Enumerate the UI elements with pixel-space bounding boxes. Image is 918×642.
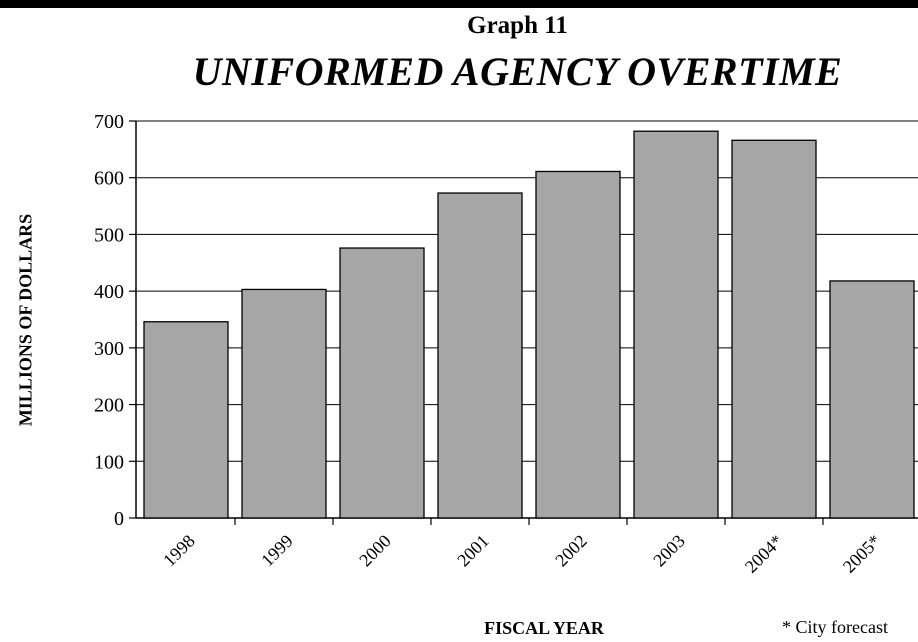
x-tick-label: 2000 [355, 531, 395, 571]
y-tick-label: 700 [94, 111, 124, 133]
x-tick-label: 2005* [839, 531, 885, 577]
x-tick-label: 2004* [741, 531, 787, 577]
y-tick-label: 100 [94, 451, 124, 473]
x-tick-label: 2002 [551, 531, 591, 571]
bar [241, 288, 327, 519]
bar [535, 170, 621, 519]
bar [731, 139, 817, 519]
x-tick-label: 2001 [453, 531, 493, 571]
y-tick-label: 200 [94, 395, 124, 417]
footnote: * City forecast [782, 617, 888, 637]
chart-title: Graph 11 [467, 12, 568, 39]
top-rule [0, 0, 918, 8]
bar [633, 130, 719, 519]
y-tick-label: 300 [94, 338, 124, 360]
x-axis-label: FISCAL YEAR [484, 618, 604, 638]
y-tick-label: 600 [94, 168, 124, 190]
y-tick-label: 500 [94, 224, 124, 246]
bar [437, 192, 523, 519]
bar [339, 247, 425, 519]
y-tick-label: 400 [94, 281, 124, 303]
bar [829, 280, 915, 519]
y-axis-label: MILLIONS OF DOLLARS [15, 213, 36, 427]
chart-subtitle: UNIFORMED AGENCY OVERTIME [192, 49, 843, 94]
x-tick-label: 1999 [257, 531, 297, 571]
x-tick-label: 2003 [649, 531, 689, 571]
y-tick-label: 0 [114, 508, 124, 530]
x-tick-label: 1998 [159, 531, 199, 571]
bar [143, 321, 229, 519]
